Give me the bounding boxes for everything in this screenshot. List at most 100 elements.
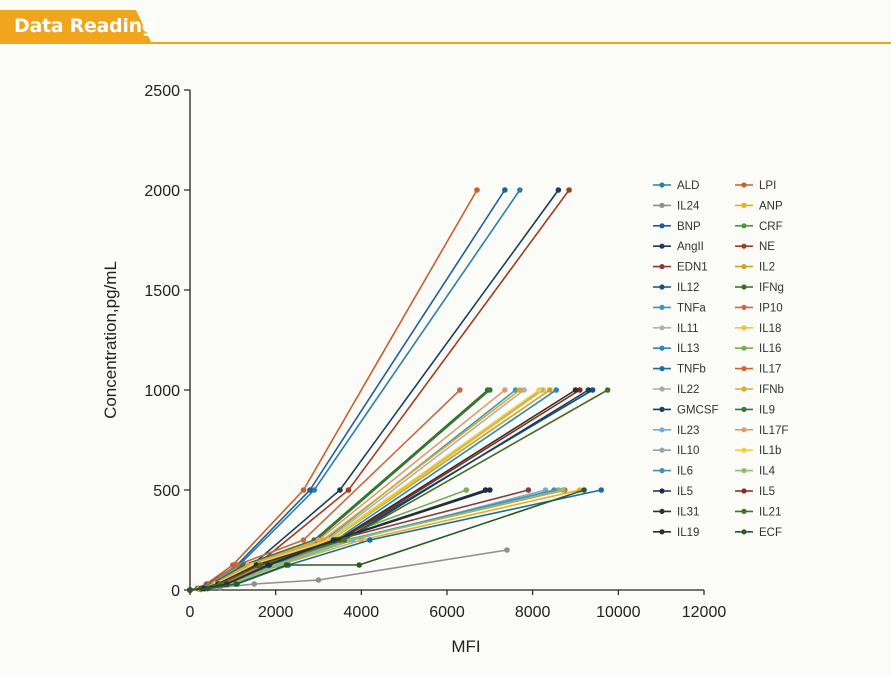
x-tick-label: 10000	[596, 604, 641, 621]
data-point	[547, 387, 553, 393]
legend-swatch-marker	[741, 345, 747, 351]
data-point	[555, 187, 562, 193]
data-point	[604, 387, 611, 393]
legend-item: IP10	[735, 302, 783, 314]
data-point	[521, 387, 527, 393]
data-point	[566, 187, 572, 193]
legend-label: IL22	[677, 384, 699, 396]
legend-item: IL22	[653, 384, 699, 396]
section-title: Data Reading	[14, 15, 156, 37]
data-point	[315, 537, 322, 543]
legend-label: IL13	[677, 343, 699, 355]
legend-swatch-marker	[659, 284, 665, 290]
legend-swatch-marker	[741, 529, 747, 535]
data-point	[367, 537, 373, 543]
legend-swatch-marker	[741, 243, 747, 249]
legend-item: IL17	[735, 364, 781, 376]
data-point	[572, 387, 579, 393]
legend-item: AngII	[653, 241, 704, 253]
legend-swatch-marker	[741, 264, 747, 270]
data-point	[576, 387, 583, 393]
chart-axes: 0 2000 4000 6000 8000 10000 12000 0 500 1000 1500 2…	[144, 83, 726, 621]
data-point	[204, 585, 211, 592]
legend-item: IL18	[735, 323, 781, 335]
data-point	[307, 487, 313, 493]
legend-item: CRF	[735, 221, 783, 233]
data-point	[356, 562, 362, 568]
data-point	[187, 587, 193, 593]
legend-swatch-marker	[659, 529, 665, 535]
legend-item: IL1b	[735, 445, 781, 457]
legend-item: TNFb	[653, 364, 706, 376]
legend-swatch-marker	[659, 366, 665, 372]
data-point	[517, 187, 523, 193]
legend-item: IL16	[735, 343, 781, 355]
data-point	[536, 387, 542, 393]
legend-swatch-marker	[659, 508, 665, 514]
data-point	[463, 487, 470, 493]
data-point	[487, 487, 493, 493]
legend-label: IL1b	[759, 445, 781, 457]
legend-label: TNFb	[677, 364, 706, 376]
legend-swatch-marker	[741, 508, 747, 514]
legend-item: IL5	[735, 486, 775, 498]
legend-label: AngII	[677, 241, 704, 253]
data-point	[589, 387, 596, 393]
data-point	[482, 487, 489, 493]
data-point	[525, 487, 532, 493]
legend-label: IL11	[677, 323, 699, 335]
legend-swatch-marker	[659, 304, 665, 310]
legend-item: IL17F	[735, 425, 788, 437]
legend-label: CRF	[759, 221, 783, 233]
legend-item: IL10	[653, 445, 699, 457]
series-line	[189, 189, 478, 591]
legend-swatch-marker	[659, 386, 665, 392]
data-point	[283, 562, 290, 568]
series-line	[189, 389, 576, 591]
legend-swatch-marker	[741, 366, 747, 372]
data-point	[474, 187, 480, 193]
legend-swatch-marker	[741, 406, 747, 412]
legend-swatch-marker	[659, 182, 665, 188]
series-line	[189, 189, 570, 591]
data-point	[330, 537, 337, 543]
legend-label: ALD	[677, 180, 699, 192]
legend-swatch-marker	[741, 427, 747, 433]
x-tick-label: 2000	[258, 604, 294, 621]
data-point	[517, 387, 523, 393]
x-tick-label: 8000	[515, 604, 551, 621]
legend-item: EDN1	[653, 262, 708, 274]
data-point	[345, 487, 352, 493]
legend-item: IL23	[653, 425, 699, 437]
data-point	[553, 387, 560, 393]
legend-label: IL10	[677, 445, 699, 457]
legend-label: IFNg	[759, 282, 784, 294]
legend-item: IL24	[653, 200, 700, 212]
y-tick-label: 1000	[144, 383, 180, 400]
legend-item: GMCSF	[653, 404, 719, 416]
data-point	[502, 187, 508, 193]
legend-swatch-marker	[741, 223, 747, 229]
legend-swatch-marker	[741, 182, 747, 188]
legend-item: IL13	[653, 343, 699, 355]
legend-label: IL5	[677, 486, 693, 498]
legend-label: IL21	[759, 506, 781, 518]
legend-item: ALD	[653, 180, 699, 192]
legend-label: IL23	[677, 425, 699, 437]
y-tick-label: 0	[171, 583, 180, 600]
legend-item: IL9	[735, 404, 775, 416]
legend-item: ECF	[735, 527, 782, 539]
legend-swatch-marker	[659, 468, 665, 474]
data-point	[598, 487, 604, 493]
legend-item: IL11	[653, 323, 699, 335]
legend-item: IL4	[735, 466, 776, 478]
y-tick-label: 2000	[144, 183, 180, 200]
legend-label: IL5	[759, 486, 775, 498]
legend-item: IL19	[653, 527, 699, 539]
chart-series	[187, 187, 611, 593]
x-tick-label: 12000	[682, 604, 727, 621]
data-point	[559, 487, 566, 493]
y-axis-label: Concentration,pg/mL	[101, 261, 120, 419]
series-line	[189, 489, 585, 591]
